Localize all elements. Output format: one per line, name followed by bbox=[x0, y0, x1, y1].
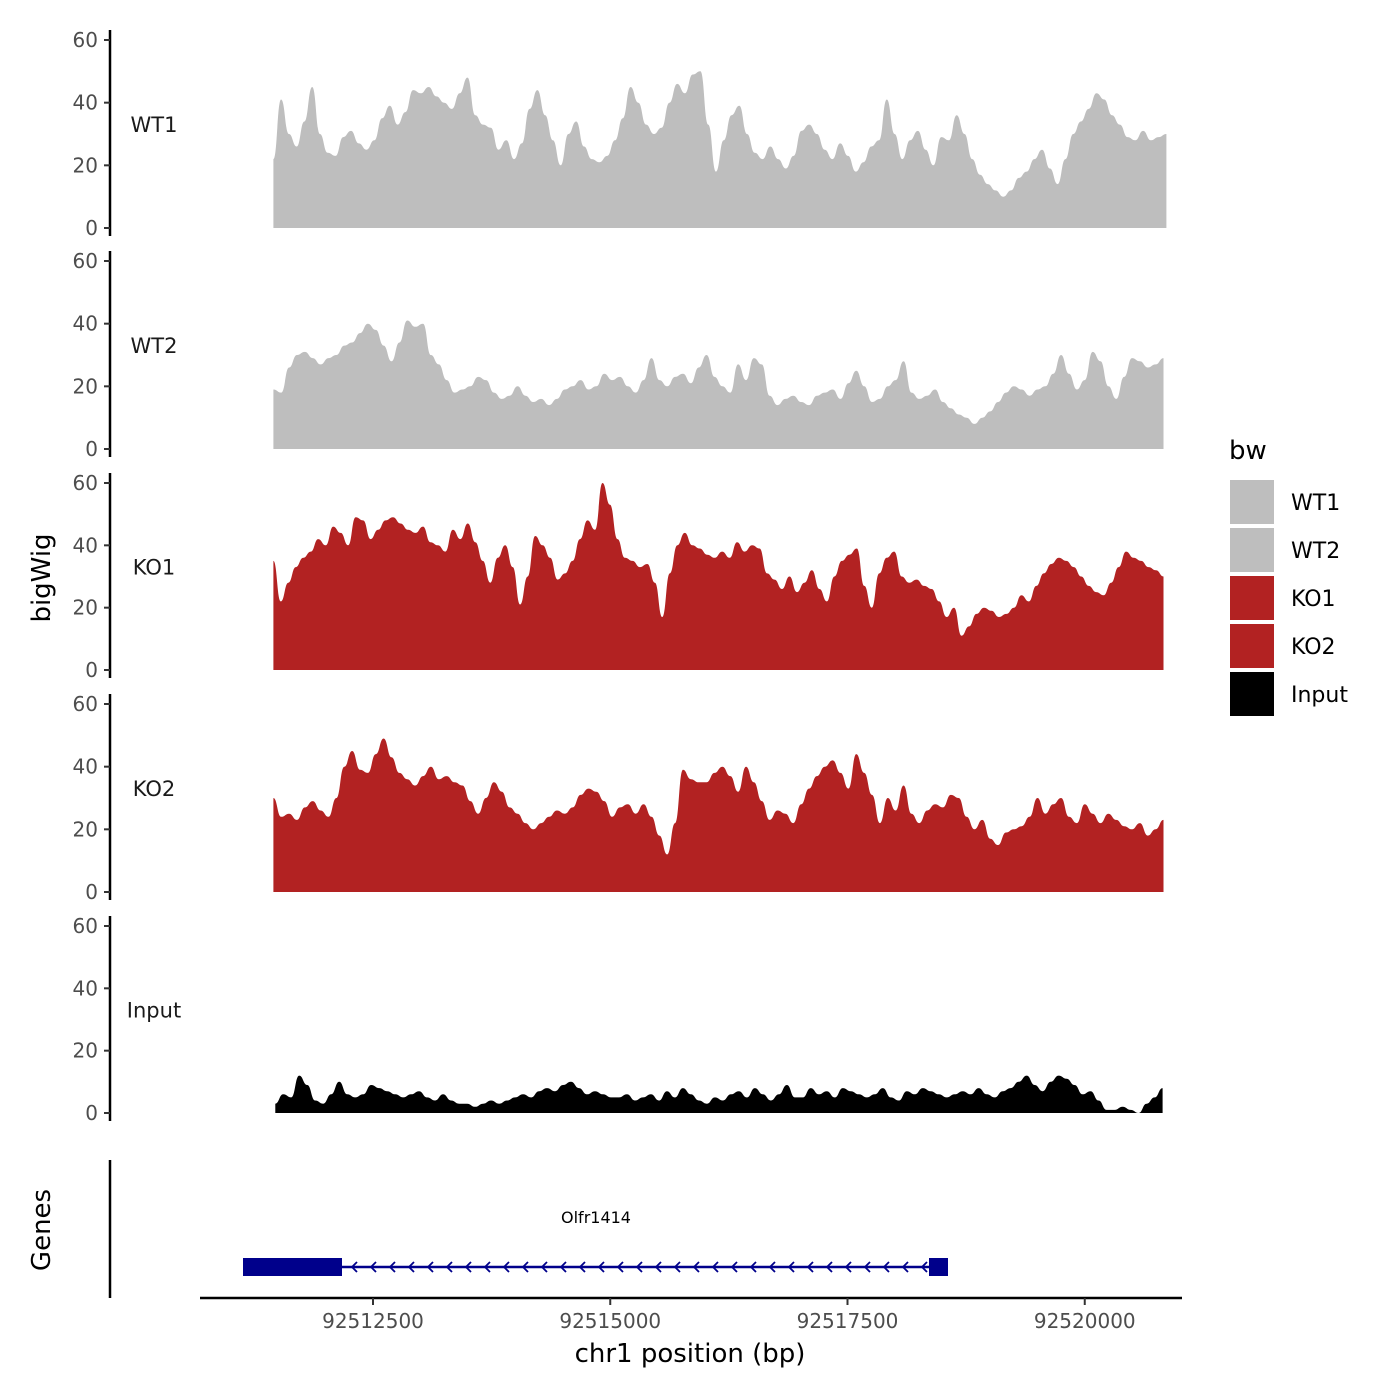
gene-strand-chevron bbox=[825, 1261, 833, 1273]
track-wt1: 0 20 40 60 WT1 bbox=[73, 28, 1167, 240]
y-tick-label: 20 bbox=[73, 1039, 98, 1063]
track-ko1: 0 20 40 60 KO1 bbox=[73, 471, 1164, 682]
area-wt1 bbox=[273, 71, 1167, 228]
x-tick-label: 92517500 bbox=[797, 1309, 899, 1333]
gene-strand-chevron bbox=[863, 1261, 871, 1273]
y-tick-label: 40 bbox=[73, 755, 98, 779]
track-label: Input bbox=[127, 999, 181, 1023]
gene-strand-chevron bbox=[483, 1261, 491, 1273]
track-wt2: 0 20 40 60 WT2 bbox=[73, 249, 1164, 461]
legend-label: WT1 bbox=[1291, 491, 1340, 516]
gene-strand-chevron bbox=[882, 1261, 890, 1273]
x-axis-title: chr1 position (bp) bbox=[575, 1339, 806, 1369]
y-tick-label: 0 bbox=[85, 1101, 98, 1125]
track-label: WT1 bbox=[131, 113, 178, 137]
y-tick-label: 60 bbox=[73, 692, 98, 716]
gene-name-label: Olfr1414 bbox=[561, 1208, 631, 1227]
gene-strand-chevron bbox=[901, 1261, 909, 1273]
y-tick-label: 40 bbox=[73, 976, 98, 1000]
legend-key-wt2 bbox=[1230, 528, 1274, 572]
gene-strand-chevron bbox=[692, 1261, 700, 1273]
area-ko2 bbox=[273, 738, 1164, 892]
gene-strand-chevron bbox=[426, 1261, 434, 1273]
legend: bw WT1 WT2 KO1 KO2 Input bbox=[1229, 436, 1348, 716]
gene-strand-chevron bbox=[559, 1261, 567, 1273]
gene-strand-chevron bbox=[521, 1261, 529, 1273]
gene-strand-chevron bbox=[350, 1261, 358, 1273]
gene-strand-chevron bbox=[749, 1261, 757, 1273]
legend-key-input bbox=[1230, 672, 1274, 716]
y-tick-label: 0 bbox=[85, 880, 98, 904]
y-tick-label: 20 bbox=[73, 596, 98, 620]
gene-strand-chevron bbox=[616, 1261, 624, 1273]
legend-key-ko1 bbox=[1230, 576, 1274, 620]
gene-exon bbox=[929, 1258, 948, 1276]
gene-strand-chevron bbox=[464, 1261, 472, 1273]
gene-strand-chevron bbox=[920, 1261, 928, 1273]
y-tick-label: 60 bbox=[73, 471, 98, 495]
x-axis: 92512500 92515000 92517500 92520000 bbox=[200, 1296, 1182, 1333]
x-tick-label: 92512500 bbox=[322, 1309, 424, 1333]
gene-exon bbox=[243, 1258, 342, 1276]
gene-strand-chevron bbox=[844, 1261, 852, 1273]
y-tick-label: 0 bbox=[85, 437, 98, 461]
gene-strand-chevron bbox=[540, 1261, 548, 1273]
gene-strand-chevron bbox=[407, 1261, 415, 1273]
gene-strand-chevron bbox=[369, 1261, 377, 1273]
gene-strand-chevron bbox=[635, 1261, 643, 1273]
x-tick-label: 92515000 bbox=[559, 1309, 661, 1333]
y-tick-label: 60 bbox=[73, 914, 98, 938]
area-wt2 bbox=[273, 320, 1164, 449]
area-ko1 bbox=[273, 483, 1164, 670]
track-label: KO1 bbox=[133, 556, 176, 580]
y-tick-label: 40 bbox=[73, 312, 98, 336]
track-label: WT2 bbox=[131, 334, 178, 358]
y-tick-label: 20 bbox=[73, 374, 98, 398]
legend-label: KO1 bbox=[1291, 587, 1336, 612]
y-axis-title: bigWig bbox=[27, 533, 57, 622]
y-tick-label: 0 bbox=[85, 658, 98, 682]
gene-strand-chevron bbox=[502, 1261, 510, 1273]
gene-strand-chevron bbox=[806, 1261, 814, 1273]
gene-strand-chevron bbox=[654, 1261, 662, 1273]
y-tick-label: 20 bbox=[73, 153, 98, 177]
legend-label: Input bbox=[1291, 683, 1348, 708]
track-label: KO2 bbox=[133, 777, 176, 801]
gene-strand-chevron bbox=[578, 1261, 586, 1273]
y-tick-label: 40 bbox=[73, 91, 98, 115]
gene-strand-chevron bbox=[768, 1261, 776, 1273]
gene-strand-chevron bbox=[787, 1261, 795, 1273]
gene-strand-chevron bbox=[445, 1261, 453, 1273]
y-tick-label: 40 bbox=[73, 533, 98, 557]
track-panels: 0 20 40 60 WT1 0 20 40 60 WT2 0 20 40 60 KO1 0 20 40 60 KO2… bbox=[73, 28, 1167, 1125]
gene-strand-chevron bbox=[388, 1261, 396, 1273]
y-tick-label: 60 bbox=[73, 249, 98, 273]
gene-strand-chevron bbox=[711, 1261, 719, 1273]
area-input bbox=[275, 1075, 1163, 1113]
gene-strand-chevron bbox=[730, 1261, 738, 1273]
x-tick-label: 92520000 bbox=[1034, 1309, 1136, 1333]
gene-strand-chevron bbox=[597, 1261, 605, 1273]
track-ko2: 0 20 40 60 KO2 bbox=[73, 692, 1164, 904]
legend-label: KO2 bbox=[1291, 635, 1336, 660]
legend-title: bw bbox=[1229, 436, 1267, 466]
gene-panel: Olfr1414 bbox=[108, 1160, 948, 1298]
legend-key-wt1 bbox=[1230, 480, 1274, 524]
legend-key-ko2 bbox=[1230, 624, 1274, 668]
y-tick-label: 0 bbox=[85, 216, 98, 240]
legend-label: WT2 bbox=[1291, 539, 1340, 564]
gene-strand-chevron bbox=[673, 1261, 681, 1273]
y-tick-label: 20 bbox=[73, 817, 98, 841]
genes-axis-title: Genes bbox=[27, 1189, 57, 1271]
track-input: 0 20 40 60 Input bbox=[73, 914, 1163, 1125]
y-tick-label: 60 bbox=[73, 28, 98, 52]
